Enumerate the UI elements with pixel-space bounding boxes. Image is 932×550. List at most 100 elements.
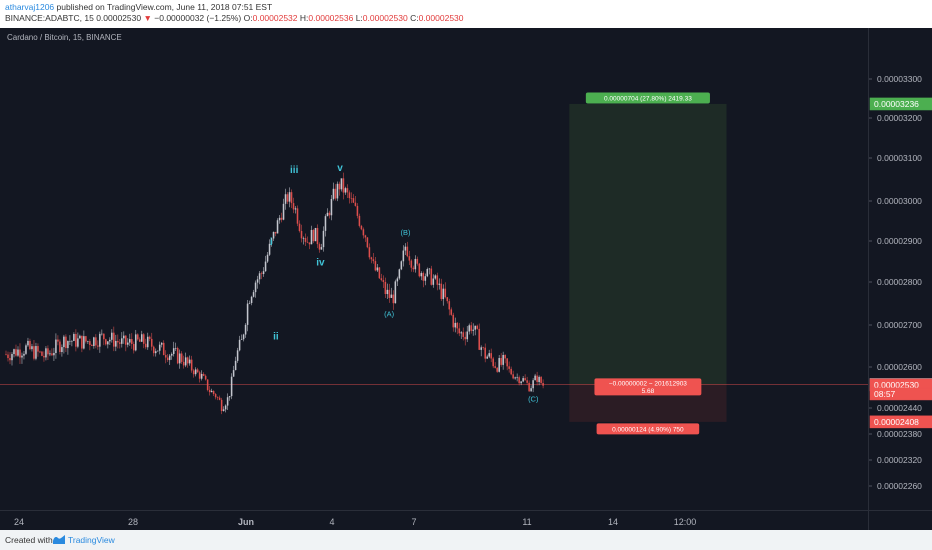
- candle-body: [288, 192, 291, 202]
- time-axis-svg[interactable]: 24 28 Jun 4 7 11 14 12:00: [0, 511, 868, 531]
- author-link[interactable]: atharvaj1206: [5, 2, 55, 12]
- candle-body: [210, 390, 213, 393]
- candle-body: [144, 343, 147, 348]
- candle-body: [362, 229, 365, 236]
- candle-body: [452, 314, 455, 328]
- candle-body: [534, 375, 536, 381]
- candle-body: [530, 388, 532, 392]
- candle-body: [274, 231, 277, 234]
- candle-body: [276, 220, 279, 234]
- candle-body: [212, 390, 215, 395]
- candle-body: [17, 349, 19, 356]
- candle-body: [256, 279, 259, 283]
- price-tag-label: 0.00002530: [874, 380, 919, 390]
- chart-header: atharvaj1206 published on TradingView.co…: [0, 0, 932, 26]
- candle-body: [146, 336, 149, 348]
- candle-body: [27, 340, 29, 346]
- candle-body: [260, 273, 263, 274]
- candle-body: [51, 353, 53, 356]
- candle-body: [93, 337, 95, 347]
- candle-body: [89, 341, 91, 345]
- candle-body: [472, 329, 475, 331]
- candle-body: [61, 347, 63, 353]
- candle-body: [218, 397, 221, 400]
- candle-body: [198, 372, 201, 379]
- time-axis[interactable]: 24 28 Jun 4 7 11 14 12:00: [0, 510, 868, 530]
- candle-body: [97, 345, 99, 347]
- price-tick-label: 0.00002260: [877, 481, 922, 491]
- candle-body: [57, 339, 59, 342]
- candle-body: [140, 334, 143, 342]
- candle-body: [164, 355, 167, 358]
- open-value: 0.00002532: [252, 13, 298, 23]
- candle-body: [67, 341, 69, 349]
- candle-body: [134, 334, 137, 351]
- candle-body: [540, 376, 542, 384]
- symbol-name: BINANCE:ADABTC, 15: [5, 13, 94, 23]
- candle-body: [432, 278, 435, 285]
- candle-body: [228, 396, 231, 398]
- candle-body: [356, 205, 359, 216]
- candle-body: [248, 303, 251, 304]
- candle-body: [516, 377, 518, 378]
- candle-body: [528, 382, 530, 392]
- candle-body: [196, 369, 199, 373]
- candle-body: [446, 297, 449, 302]
- candle-body: [87, 341, 89, 342]
- candle-body: [75, 333, 77, 347]
- candle-body: [464, 336, 467, 340]
- candle-body: [174, 348, 177, 349]
- candle-body: [492, 358, 494, 367]
- candle-body: [220, 399, 223, 411]
- candle-body: [230, 376, 233, 397]
- price-axis-svg[interactable]: 0.00003300 0.00003200 0.00003100 0.00003000…: [869, 28, 932, 510]
- candle-body: [338, 183, 341, 190]
- candle-body: [29, 340, 31, 350]
- wave-label: (C): [528, 395, 539, 404]
- candle-body: [250, 296, 253, 304]
- candle-body: [47, 348, 49, 355]
- candle-body: [278, 217, 281, 221]
- candle-body: [107, 341, 109, 345]
- candle-body: [41, 351, 43, 356]
- price-tick-label: 0.00002900: [877, 236, 922, 246]
- close-value: 0.00002530: [418, 13, 464, 23]
- chart-pane[interactable]: i ii iii iv v (A) (B) (C) 0.00000704 (27.80%) 24…: [0, 28, 868, 510]
- candle-body: [216, 397, 219, 398]
- wave-label: ii: [273, 332, 279, 343]
- candle-body: [39, 351, 41, 353]
- price-tick-label: 0.00003300: [877, 74, 922, 84]
- candle-body: [292, 203, 295, 210]
- candle-body: [69, 340, 71, 342]
- candle-body: [398, 269, 401, 279]
- candle-body: [380, 278, 383, 281]
- candle-body: [524, 378, 526, 381]
- candle-body: [462, 332, 465, 337]
- candle-body: [348, 192, 351, 199]
- candle-body: [476, 325, 479, 329]
- candle-body: [508, 366, 510, 369]
- candle-body: [19, 349, 21, 358]
- candle-body: [130, 339, 133, 344]
- candle-body: [314, 228, 317, 242]
- candle-body: [166, 357, 169, 361]
- candle-body: [390, 294, 393, 298]
- candle-body: [168, 355, 171, 361]
- candle-body: [442, 288, 445, 300]
- candle-body: [95, 337, 97, 346]
- candle-body: [176, 348, 179, 364]
- wave-label: iii: [290, 165, 299, 176]
- candle-body: [350, 198, 353, 199]
- candle-body: [35, 346, 37, 359]
- tradingview-brand[interactable]: TradingView: [68, 535, 115, 545]
- candle-body: [226, 397, 229, 406]
- candle-body: [123, 335, 125, 339]
- price-axis[interactable]: 0.00003300 0.00003200 0.00003100 0.00003000…: [868, 28, 932, 510]
- risk-label-box: [594, 378, 702, 396]
- candle-body: [79, 335, 81, 339]
- candle-body: [410, 260, 413, 268]
- candle-body: [424, 276, 427, 281]
- candle-body: [132, 343, 135, 351]
- candle-body: [192, 370, 195, 375]
